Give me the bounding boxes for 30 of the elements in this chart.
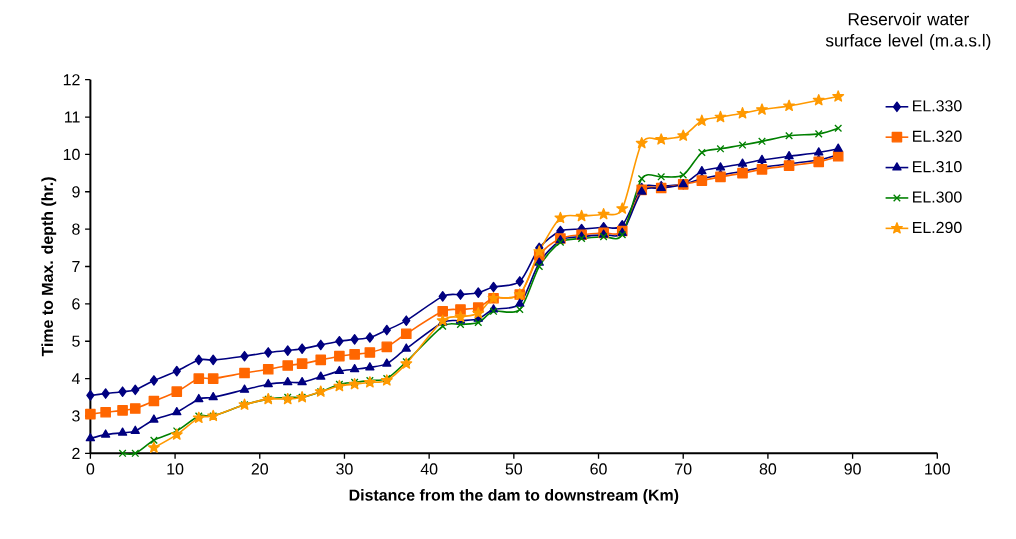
- x-tick-label: 30: [336, 463, 353, 475]
- y-tick-label: 9: [72, 186, 80, 198]
- legend-label: EL.330: [913, 100, 962, 112]
- x-tick-label: 100: [925, 463, 950, 475]
- x-tick-label: 80: [759, 463, 777, 475]
- y-tick-label: 8: [72, 223, 80, 235]
- x-tick-label: 10: [167, 463, 184, 475]
- x-tick-label: 70: [675, 463, 692, 475]
- x-tick-label: 40: [420, 463, 438, 475]
- y-tick-label: 6: [72, 298, 80, 310]
- x-tick-label: 20: [251, 463, 269, 475]
- y-tick-label: 5: [72, 335, 80, 347]
- y-tick-label: 11: [65, 111, 80, 123]
- y-tick-label: 3: [72, 410, 80, 422]
- y-tick-label: 7: [72, 261, 80, 272]
- x-tick-label: 0: [86, 463, 95, 475]
- x-tick-label: 90: [844, 463, 861, 475]
- y-tick-label: 2: [72, 447, 80, 459]
- legend-label: EL.290: [913, 221, 962, 234]
- legend-label: EL.300: [913, 191, 962, 203]
- legend-title: Reservoir water surface level (m.a.s.l): [825, 12, 991, 50]
- y-tick-label: 12: [63, 74, 80, 86]
- y-axis-title: Time to Max. depth (hr.): [41, 177, 57, 357]
- y-tick-label: 10: [63, 148, 80, 161]
- legend-label: EL.320: [913, 130, 962, 142]
- x-tick-label: 50: [505, 463, 523, 475]
- x-axis-title: Distance from the dam to downstream (Km): [349, 489, 679, 504]
- x-tick-label: 60: [590, 463, 607, 475]
- legend-label: EL.310: [913, 161, 962, 173]
- y-tick-label: 4: [71, 373, 80, 385]
